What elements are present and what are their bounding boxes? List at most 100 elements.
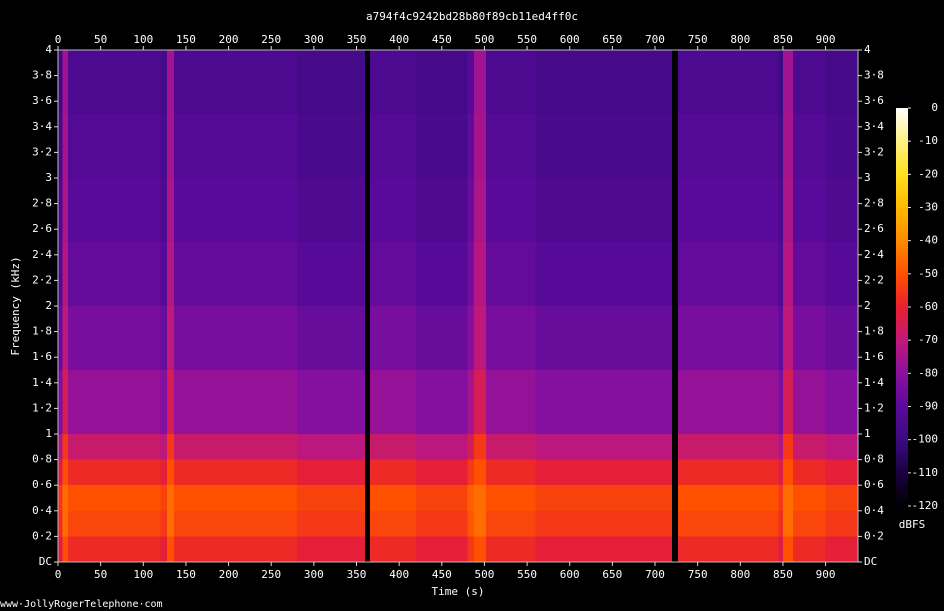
heatmap-cell <box>109 485 161 511</box>
colorbar-tick-label: -80 <box>918 366 938 379</box>
colorbar-segment <box>896 179 908 185</box>
colorbar-segment <box>896 402 908 407</box>
y-tick-label-right: 2·2 <box>864 273 884 286</box>
heatmap-cell <box>723 510 779 537</box>
heatmap-cell <box>228 306 297 370</box>
colorbar-segment <box>896 382 908 388</box>
heatmap-cell <box>365 434 371 460</box>
heatmap-cell <box>167 306 174 370</box>
x-tick-label-top: 0 <box>55 33 62 46</box>
heatmap-cell <box>109 50 161 114</box>
colorbar-segment <box>896 295 908 300</box>
colorbar-segment <box>896 478 908 483</box>
colorbar-segment <box>896 398 908 404</box>
y-tick-label-right: 3 <box>864 171 871 184</box>
colorbar-segment <box>896 151 908 157</box>
heatmap-cell <box>793 114 826 178</box>
heatmap-cell <box>365 485 371 511</box>
heatmap-cell <box>68 459 110 486</box>
heatmap-cell <box>160 370 168 434</box>
y-tick-label-right: 0·8 <box>864 453 884 466</box>
colorbar-segment <box>896 279 908 284</box>
heatmap-cell <box>723 306 779 370</box>
colorbar-segment <box>896 119 908 125</box>
heatmap-cell <box>678 510 724 537</box>
heatmap-cell <box>778 459 783 486</box>
colorbar-segment <box>896 255 908 260</box>
heatmap-cell <box>365 536 371 562</box>
heatmap-cell <box>723 485 779 511</box>
heatmap-cell <box>62 536 69 562</box>
heatmap-cell <box>672 178 679 242</box>
heatmap-cell <box>109 459 161 486</box>
heatmap-cell <box>416 459 468 486</box>
heatmap-cell <box>58 114 63 178</box>
y-tick-label: 4 <box>45 43 52 56</box>
heatmap-cell <box>793 459 826 486</box>
heatmap-cell <box>778 536 783 562</box>
colorbar-segment <box>896 486 908 491</box>
heatmap-cell <box>825 434 858 460</box>
heatmap-cell <box>678 306 724 370</box>
heatmap-cell <box>167 434 174 460</box>
heatmap-cell <box>62 459 69 486</box>
heatmap-cell <box>416 306 468 370</box>
heatmap-cell <box>109 242 161 306</box>
heatmap-cell <box>825 485 858 511</box>
colorbar-segment <box>896 171 908 177</box>
heatmap-cell <box>486 178 536 242</box>
colorbar-segment <box>896 362 908 368</box>
heatmap-cell <box>228 242 297 306</box>
colorbar-segment <box>896 123 908 129</box>
heatmap-cell <box>228 370 297 434</box>
x-tick-label-top: 600 <box>560 33 580 46</box>
colorbar-segment <box>896 211 908 216</box>
colorbar-segment <box>896 187 908 193</box>
heatmap-cell <box>160 178 168 242</box>
heatmap-cell <box>782 536 794 562</box>
heatmap-cell <box>603 370 673 434</box>
heatmap-cell <box>68 434 110 460</box>
x-tick-label: 600 <box>560 568 580 581</box>
heatmap-cell <box>296 50 366 114</box>
colorbar-segment <box>896 326 908 332</box>
heatmap-cell <box>535 242 604 306</box>
colorbar-segment <box>896 438 908 443</box>
heatmap-cell <box>109 370 161 434</box>
heatmap-cell <box>603 459 673 486</box>
heatmap-cell <box>167 178 174 242</box>
heatmap-cell <box>672 370 679 434</box>
heatmap-cell <box>62 178 69 242</box>
x-tick-label-top: 250 <box>261 33 281 46</box>
heatmap-cell <box>58 50 63 114</box>
heatmap-cell <box>474 50 487 114</box>
heatmap-cell <box>782 306 794 370</box>
heatmap-cell <box>173 459 229 486</box>
colorbar-segment <box>896 498 908 503</box>
heatmap-cell <box>228 178 297 242</box>
heatmap-cell <box>365 50 371 114</box>
x-tick-label: 400 <box>389 568 409 581</box>
heatmap-cell <box>416 434 468 460</box>
heatmap-cell <box>793 242 826 306</box>
colorbar-segment <box>896 426 908 431</box>
y-tick-label: 2·8 <box>32 197 52 210</box>
heatmap-cell <box>365 370 371 434</box>
heatmap-cell <box>62 306 69 370</box>
y-tick-label-right: 1 <box>864 427 871 440</box>
heatmap-cell <box>68 536 110 562</box>
heatmap-cell <box>173 485 229 511</box>
heatmap-cell <box>723 434 779 460</box>
x-tick-label: 100 <box>133 568 153 581</box>
colorbar-segment <box>896 370 908 376</box>
colorbar-segment <box>896 259 908 264</box>
heatmap-cell <box>778 178 783 242</box>
heatmap-cell <box>416 50 468 114</box>
heatmap-cell <box>58 178 63 242</box>
x-tick-label: 700 <box>645 568 665 581</box>
colorbar-segment <box>896 346 908 352</box>
heatmap-cell <box>62 485 69 511</box>
colorbar-segment <box>896 394 908 400</box>
colorbar-tick-label: -100 <box>912 433 939 446</box>
